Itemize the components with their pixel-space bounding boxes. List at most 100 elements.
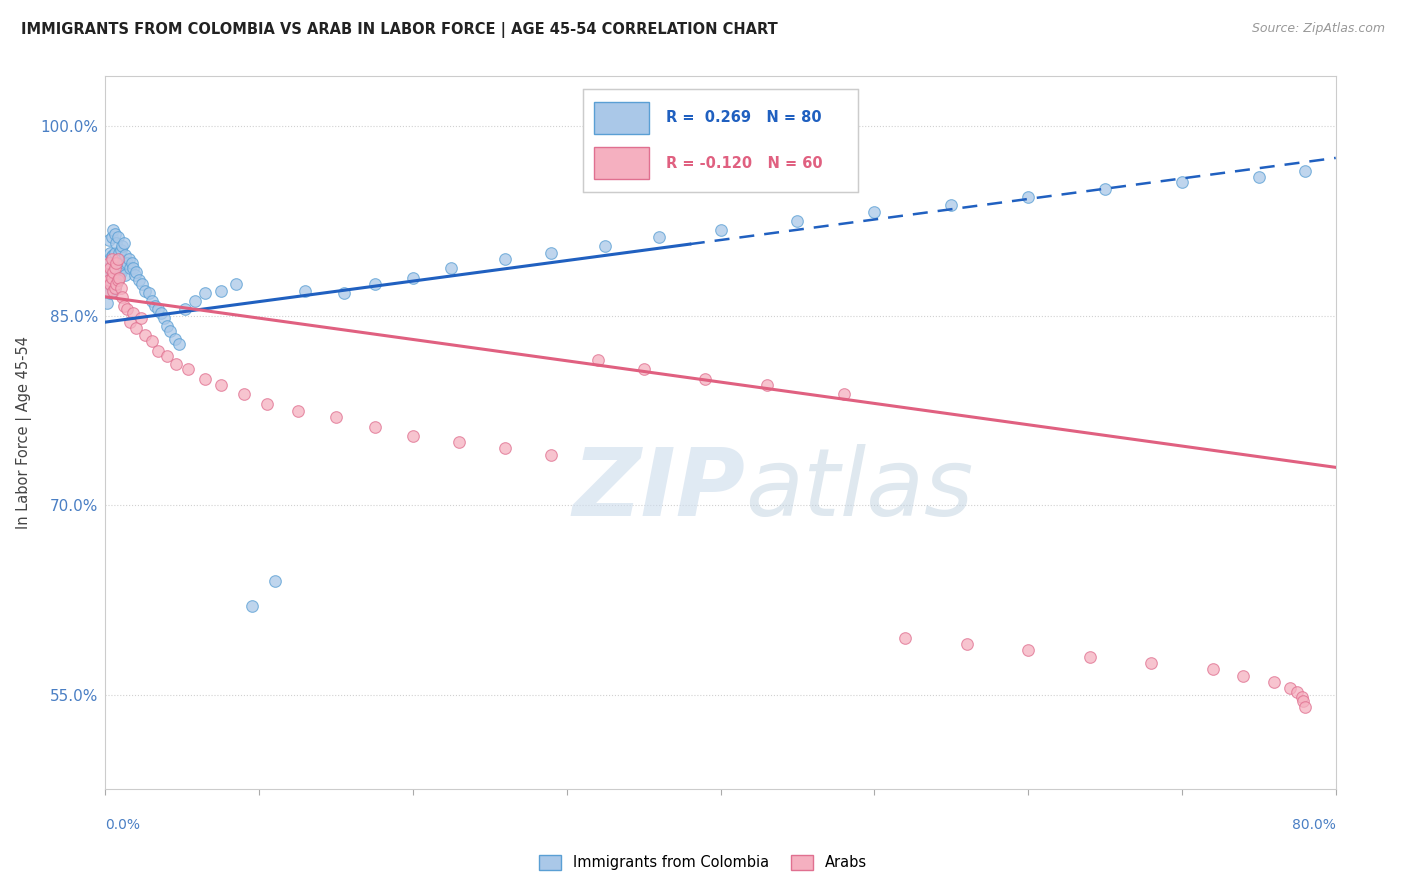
Point <box>107 252 129 266</box>
Point <box>104 260 127 275</box>
Point <box>1294 163 1316 178</box>
Point <box>363 277 385 292</box>
Point <box>96 296 118 310</box>
Point <box>832 387 855 401</box>
Point <box>174 302 197 317</box>
Point <box>115 302 138 317</box>
Point <box>1278 681 1301 696</box>
Point <box>107 252 129 266</box>
Point <box>1171 175 1194 189</box>
Point <box>325 409 347 424</box>
Point <box>105 277 128 292</box>
Point <box>1017 190 1039 204</box>
Point <box>540 448 562 462</box>
Point <box>1201 662 1223 676</box>
Point <box>138 286 160 301</box>
Point <box>134 284 156 298</box>
Point <box>363 420 385 434</box>
FancyBboxPatch shape <box>595 146 650 179</box>
Point <box>98 277 121 292</box>
Point <box>101 248 124 262</box>
Point <box>97 252 120 266</box>
Point <box>120 260 141 275</box>
Point <box>101 284 124 298</box>
Point <box>209 284 232 298</box>
Point <box>440 260 463 275</box>
Point <box>104 281 127 295</box>
Point <box>194 372 217 386</box>
Point <box>105 235 128 250</box>
Point <box>449 435 471 450</box>
Point <box>107 273 129 287</box>
Point <box>114 268 136 283</box>
Text: atlas: atlas <box>745 444 973 535</box>
Point <box>121 256 143 270</box>
Point <box>122 260 145 275</box>
Point <box>586 353 609 368</box>
Point <box>1140 656 1163 670</box>
Point <box>111 239 134 253</box>
Point <box>755 378 778 392</box>
Point <box>183 293 205 308</box>
Point <box>112 299 135 313</box>
Point <box>97 233 120 247</box>
Point <box>1263 675 1285 690</box>
Point <box>100 268 122 283</box>
Point <box>402 271 425 285</box>
Point <box>149 306 172 320</box>
Point <box>1291 690 1313 705</box>
FancyBboxPatch shape <box>595 102 650 135</box>
Point <box>108 245 131 260</box>
Point <box>98 260 121 275</box>
Point <box>494 442 516 456</box>
Point <box>111 260 134 275</box>
Point <box>540 245 562 260</box>
Point <box>97 277 120 292</box>
Point <box>108 271 131 285</box>
Point <box>633 361 655 376</box>
Point <box>177 361 200 376</box>
Point <box>122 306 145 320</box>
Point <box>194 286 217 301</box>
Text: ZIP: ZIP <box>574 443 745 536</box>
Text: R = -0.120   N = 60: R = -0.120 N = 60 <box>666 155 823 170</box>
Y-axis label: In Labor Force | Age 45-54: In Labor Force | Age 45-54 <box>17 336 32 529</box>
Point <box>111 290 134 304</box>
Point <box>1094 182 1116 196</box>
Point <box>124 268 146 283</box>
Point <box>98 245 121 260</box>
Point <box>104 227 127 241</box>
Point <box>129 311 152 326</box>
Point <box>141 334 163 348</box>
Point <box>105 256 128 270</box>
Point <box>1017 643 1039 657</box>
Point <box>941 197 963 211</box>
Point <box>1294 700 1316 714</box>
Point <box>104 281 127 295</box>
Point <box>156 349 179 363</box>
Point <box>100 249 122 263</box>
Point <box>159 324 181 338</box>
Point <box>112 235 135 250</box>
Point <box>143 299 166 313</box>
Point <box>209 378 232 392</box>
Point <box>894 631 917 645</box>
Point <box>153 311 176 326</box>
Point <box>98 260 121 275</box>
Point <box>232 387 254 401</box>
Point <box>786 214 808 228</box>
Point <box>1286 685 1309 699</box>
Point <box>131 277 153 292</box>
Point <box>96 284 118 298</box>
Point <box>110 281 132 295</box>
Point <box>96 271 118 285</box>
Text: R =  0.269   N = 80: R = 0.269 N = 80 <box>666 111 821 126</box>
Point <box>97 273 120 287</box>
Point <box>1232 669 1254 683</box>
Point <box>287 403 309 417</box>
Point <box>333 286 356 301</box>
Point <box>1247 169 1270 184</box>
Point <box>100 252 122 266</box>
Point <box>240 599 263 614</box>
Point <box>114 248 136 262</box>
